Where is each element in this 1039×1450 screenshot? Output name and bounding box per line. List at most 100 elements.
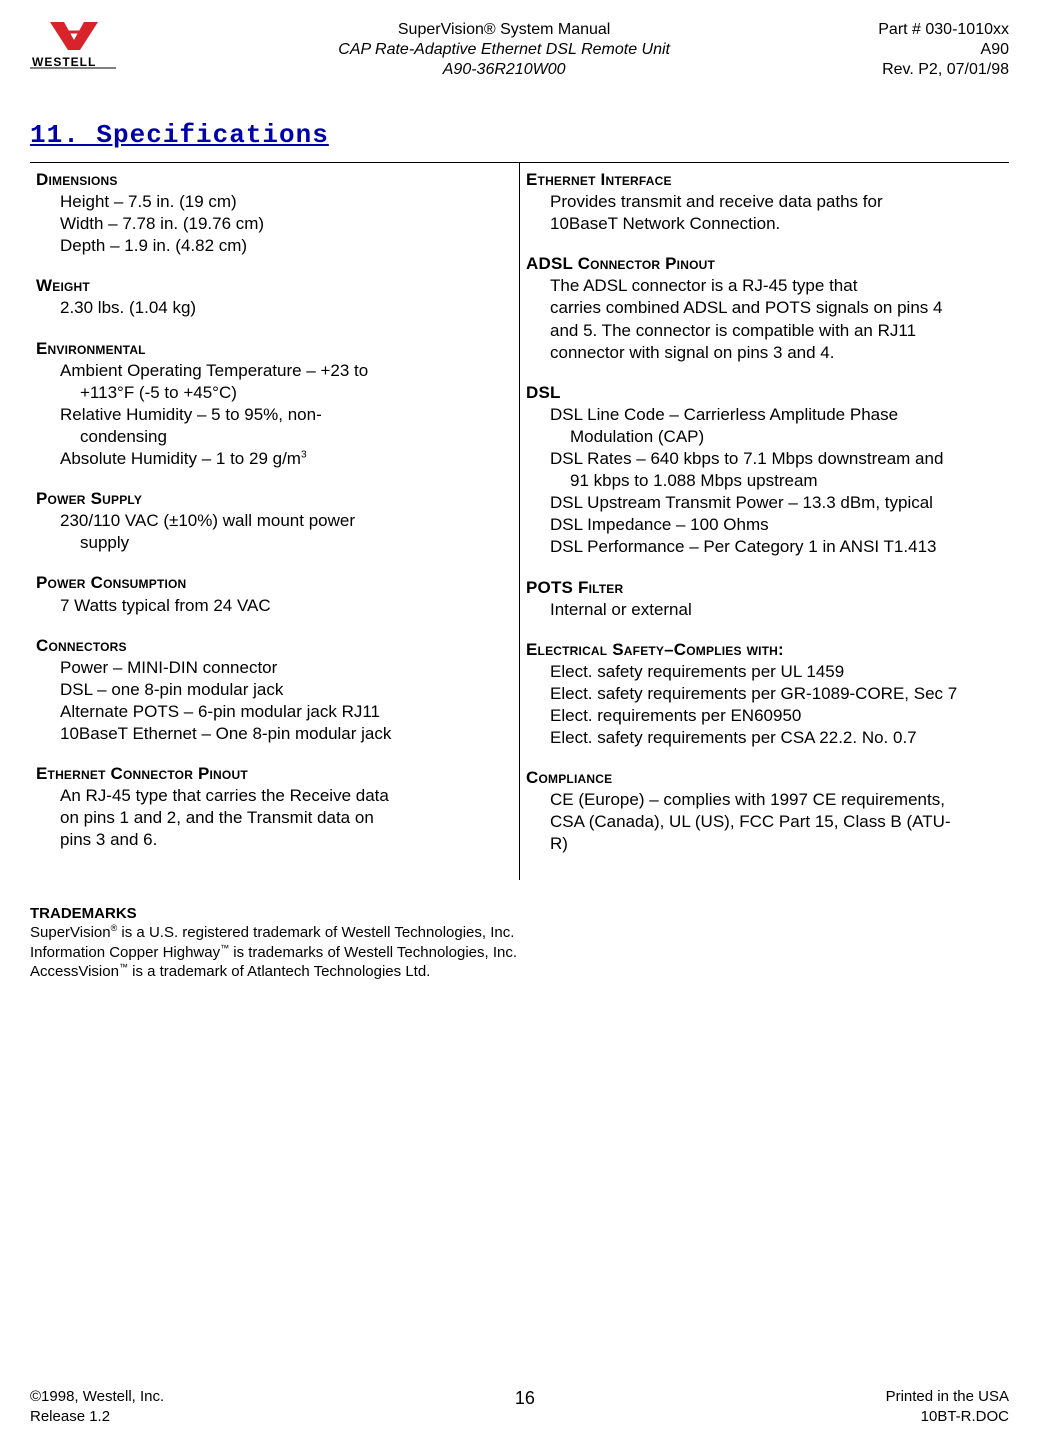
env-l3: Absolute Humidity – 1 to 29 g/m3: [60, 448, 511, 470]
tm-l3sup: ™: [119, 962, 128, 972]
conn-l3: Alternate POTS – 6-pin modular jack RJ11: [60, 701, 511, 723]
tm-line-2: Information Copper Highway™ is trademark…: [30, 943, 1009, 963]
title-dsl: DSL: [526, 382, 1001, 404]
footer-right: Printed in the USA 10BT-R.DOC: [886, 1387, 1009, 1426]
footer-right-1: Printed in the USA: [886, 1387, 1009, 1407]
comp-l1: CE (Europe) – complies with 1997 CE requ…: [550, 789, 1001, 811]
tm-l2b: is trademarks of Westell Technologies, I…: [229, 944, 517, 961]
page-header: WESTELL SuperVision® System Manual CAP R…: [30, 20, 1009, 80]
ps-l1b: supply: [80, 532, 511, 554]
footer-center: 16: [515, 1387, 535, 1426]
title-adsl-conn-pinout: ADSL Connector Pinout: [526, 253, 1001, 275]
header-center: SuperVision® System Manual CAP Rate-Adap…: [130, 20, 878, 80]
header-right: Part # 030-1010xx A90 Rev. P2, 07/01/98: [878, 20, 1009, 80]
tm-l3b: is a trademark of Atlantech Technologies…: [128, 963, 430, 980]
title-pots-filter: POTS Filter: [526, 577, 1001, 599]
ecp-l3: pins 3 and 6.: [60, 829, 511, 851]
dsl-l1b: Modulation (CAP): [570, 426, 1001, 448]
title-elec-safety: Electrical Safety–Complies with:: [526, 639, 1001, 661]
comp-l2: CSA (Canada), UL (US), FCC Part 15, Clas…: [550, 811, 1001, 833]
header-right-1: Part # 030-1010xx: [878, 20, 1009, 40]
conn-l2: DSL – one 8-pin modular jack: [60, 679, 511, 701]
dimensions-width: Width – 7.78 in. (19.76 cm): [60, 213, 511, 235]
tm-l1a: SuperVision: [30, 924, 111, 941]
header-right-2: A90: [878, 40, 1009, 60]
ei-l2: 10BaseT Network Connection.: [550, 213, 1001, 235]
block-dimensions: Dimensions Height – 7.5 in. (19 cm) Widt…: [36, 169, 511, 257]
title-dimensions: Dimensions: [36, 169, 511, 191]
dimensions-depth: Depth – 1.9 in. (4.82 cm): [60, 235, 511, 257]
footer-left-2: Release 1.2: [30, 1407, 164, 1427]
es-l3: Elect. requirements per EN60950: [550, 705, 1001, 727]
env-l1a: Ambient Operating Temperature – +23 to: [60, 360, 511, 382]
dsl-l2a: DSL Rates – 640 kbps to 7.1 Mbps downstr…: [550, 448, 1001, 470]
title-power-consumption: Power Consumption: [36, 572, 511, 594]
env-l3-pre: Absolute Humidity – 1 to 29 g/m: [60, 449, 301, 468]
footer-left: ©1998, Westell, Inc. Release 1.2: [30, 1387, 164, 1426]
conn-l4: 10BaseT Ethernet – One 8-pin modular jac…: [60, 723, 511, 745]
acp-l3: and 5. The connector is compatible with …: [550, 320, 1001, 342]
conn-l1: Power – MINI-DIN connector: [60, 657, 511, 679]
comp-l3: R): [550, 833, 1001, 855]
block-compliance: Compliance CE (Europe) – complies with 1…: [526, 767, 1001, 855]
tm-l2a: Information Copper Highway: [30, 944, 220, 961]
block-eth-conn-pinout: Ethernet Connector Pinout An RJ-45 type …: [36, 763, 511, 851]
block-weight: Weight 2.30 lbs. (1.04 kg): [36, 275, 511, 319]
env-l1b: +113°F (-5 to +45°C): [80, 382, 511, 404]
title-power-supply: Power Supply: [36, 488, 511, 510]
spec-columns: Dimensions Height – 7.5 in. (19 cm) Widt…: [30, 162, 1009, 880]
title-eth-conn-pinout: Ethernet Connector Pinout: [36, 763, 511, 785]
block-elec-safety: Electrical Safety–Complies with: Elect. …: [526, 639, 1001, 749]
acp-l1: The ADSL connector is a RJ-45 type that: [550, 275, 1001, 297]
dsl-l1a: DSL Line Code – Carrierless Amplitude Ph…: [550, 404, 1001, 426]
westell-logo: WESTELL: [30, 20, 120, 70]
title-compliance: Compliance: [526, 767, 1001, 789]
title-eth-interface: Ethernet Interface: [526, 169, 1001, 191]
env-l2b: condensing: [80, 426, 511, 448]
tm-line-3: AccessVision™ is a trademark of Atlantec…: [30, 962, 1009, 982]
block-connectors: Connectors Power – MINI-DIN connector DS…: [36, 635, 511, 745]
trademarks-title: TRADEMARKS: [30, 904, 1009, 924]
es-l1: Elect. safety requirements per UL 1459: [550, 661, 1001, 683]
pc-l1: 7 Watts typical from 24 VAC: [60, 595, 511, 617]
title-weight: Weight: [36, 275, 511, 297]
env-l3-sup: 3: [301, 449, 307, 460]
dsl-l5: DSL Performance – Per Category 1 in ANSI…: [550, 536, 1001, 558]
ei-l1: Provides transmit and receive data paths…: [550, 191, 1001, 213]
dsl-l3: DSL Upstream Transmit Power – 13.3 dBm, …: [550, 492, 1001, 514]
tm-line-1: SuperVision® is a U.S. registered tradem…: [30, 923, 1009, 943]
right-column: Ethernet Interface Provides transmit and…: [520, 162, 1009, 880]
header-line-1: SuperVision® System Manual: [130, 20, 878, 40]
ecp-l2: on pins 1 and 2, and the Transmit data o…: [60, 807, 511, 829]
dsl-l2b: 91 kbps to 1.088 Mbps upstream: [570, 470, 1001, 492]
block-pots-filter: POTS Filter Internal or external: [526, 577, 1001, 621]
footer-right-2: 10BT-R.DOC: [886, 1407, 1009, 1427]
left-column: Dimensions Height – 7.5 in. (19 cm) Widt…: [30, 162, 520, 880]
acp-l2: carries combined ADSL and POTS signals o…: [550, 297, 1001, 319]
ps-l1a: 230/110 VAC (±10%) wall mount power: [60, 510, 511, 532]
block-power-consumption: Power Consumption 7 Watts typical from 2…: [36, 572, 511, 616]
trademarks-section: TRADEMARKS SuperVision® is a U.S. regist…: [30, 904, 1009, 982]
tm-l2sup: ™: [220, 943, 229, 953]
header-line-3: A90-36R210W00: [130, 60, 878, 80]
env-l2a: Relative Humidity – 5 to 95%, non-: [60, 404, 511, 426]
block-eth-interface: Ethernet Interface Provides transmit and…: [526, 169, 1001, 235]
header-line-2: CAP Rate-Adaptive Ethernet DSL Remote Un…: [130, 40, 878, 60]
es-l4: Elect. safety requirements per CSA 22.2.…: [550, 727, 1001, 749]
page-footer: ©1998, Westell, Inc. Release 1.2 16 Prin…: [30, 1387, 1009, 1426]
title-environmental: Environmental: [36, 338, 511, 360]
dsl-l4: DSL Impedance – 100 Ohms: [550, 514, 1001, 536]
section-title: 11. Specifications: [30, 120, 1009, 150]
block-adsl-conn-pinout: ADSL Connector Pinout The ADSL connector…: [526, 253, 1001, 363]
header-right-3: Rev. P2, 07/01/98: [878, 60, 1009, 80]
dimensions-height: Height – 7.5 in. (19 cm): [60, 191, 511, 213]
block-environmental: Environmental Ambient Operating Temperat…: [36, 338, 511, 471]
acp-l4: connector with signal on pins 3 and 4.: [550, 342, 1001, 364]
svg-text:WESTELL: WESTELL: [32, 55, 96, 69]
block-dsl: DSL DSL Line Code – Carrierless Amplitud…: [526, 382, 1001, 559]
page: WESTELL SuperVision® System Manual CAP R…: [0, 0, 1039, 1450]
pots-l1: Internal or external: [550, 599, 1001, 621]
tm-l1b: is a U.S. registered trademark of Westel…: [117, 924, 514, 941]
tm-l3a: AccessVision: [30, 963, 119, 980]
title-connectors: Connectors: [36, 635, 511, 657]
